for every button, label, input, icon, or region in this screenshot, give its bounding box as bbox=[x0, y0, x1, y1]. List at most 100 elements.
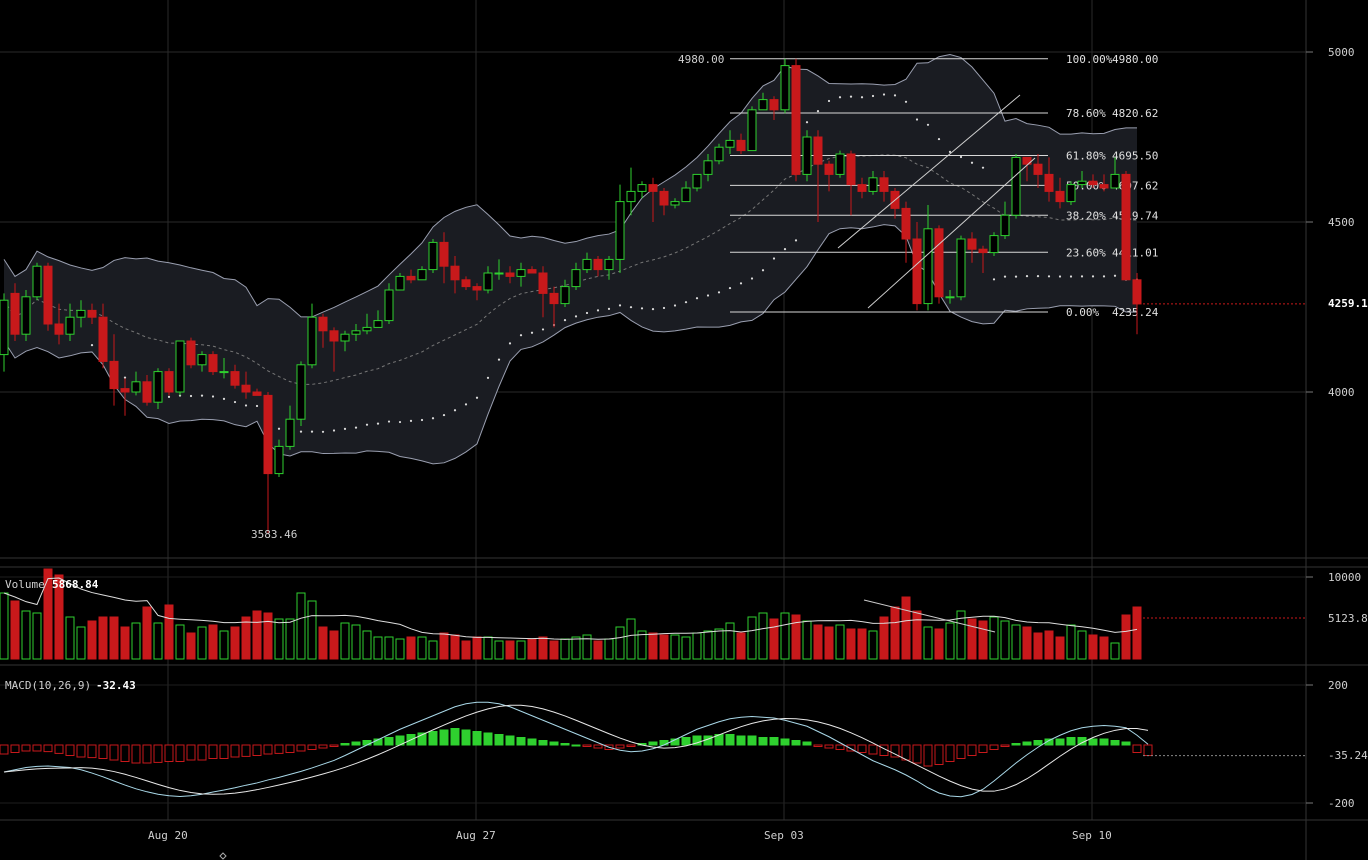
candle-body bbox=[263, 394, 273, 475]
volume-bar bbox=[846, 628, 856, 660]
trendline bbox=[837, 94, 1021, 249]
candle-body bbox=[604, 258, 614, 271]
candle-body bbox=[1033, 163, 1043, 175]
macd-histogram-bar bbox=[1110, 740, 1120, 746]
macd-histogram-bar bbox=[472, 731, 482, 746]
volume-bar bbox=[571, 636, 581, 660]
volume-trendline bbox=[863, 599, 996, 633]
candle-body bbox=[153, 371, 163, 403]
macd-histogram-bar bbox=[516, 737, 526, 746]
macd-histogram-bar bbox=[1055, 738, 1065, 746]
candle-body bbox=[1099, 184, 1109, 189]
macd-histogram-bar bbox=[307, 744, 317, 750]
sar-dot bbox=[970, 161, 974, 164]
candle-body bbox=[824, 163, 834, 175]
candle-body bbox=[527, 269, 537, 274]
candle-body bbox=[483, 272, 493, 291]
sar-dot bbox=[222, 397, 226, 400]
fib-level-price: 4519.74 bbox=[1112, 209, 1159, 222]
price-tick: 4500 bbox=[1328, 216, 1355, 229]
volume-bar bbox=[1077, 630, 1087, 660]
macd-histogram-bar bbox=[494, 734, 504, 746]
candle-body bbox=[472, 286, 482, 291]
macd-histogram-bar bbox=[1033, 740, 1043, 746]
volume-bar bbox=[923, 626, 933, 660]
timeline-marker-icon[interactable] bbox=[219, 852, 227, 860]
macd-histogram-bar bbox=[296, 744, 306, 752]
candle-body bbox=[230, 371, 240, 386]
macd-histogram-bar bbox=[87, 744, 97, 759]
sar-dot bbox=[1025, 275, 1029, 278]
candle-body bbox=[351, 330, 361, 335]
volume-bar bbox=[868, 630, 878, 660]
sar-dot bbox=[508, 342, 512, 345]
volume-bar bbox=[197, 626, 207, 660]
candle-body bbox=[384, 289, 394, 322]
volume-bar bbox=[21, 610, 31, 660]
macd-histogram-bar bbox=[978, 744, 988, 753]
macd-histogram-bar bbox=[142, 744, 152, 764]
candle-body bbox=[54, 323, 64, 335]
macd-histogram-bar bbox=[1022, 741, 1032, 746]
sar-dot bbox=[211, 395, 215, 398]
macd-histogram-bar bbox=[274, 744, 284, 754]
volume-bar bbox=[560, 638, 570, 660]
sar-dot bbox=[1036, 275, 1040, 278]
volume-bar bbox=[758, 612, 768, 660]
volume-bar bbox=[219, 630, 229, 660]
volume-bar bbox=[472, 636, 482, 660]
fibonacci-retracement[interactable]: 100.00% 4980.00 78.60% 4820.62 61.80% 4695.50… bbox=[730, 53, 1159, 319]
candle-body bbox=[1011, 156, 1021, 216]
band-fill bbox=[4, 54, 1137, 464]
macd-histogram-bar bbox=[197, 744, 207, 761]
macd-histogram-bar bbox=[1044, 738, 1054, 746]
volume-bar bbox=[516, 640, 526, 660]
macd-histogram-bar bbox=[692, 735, 702, 746]
volume-bar bbox=[747, 616, 757, 660]
macd-histogram-bar bbox=[109, 744, 119, 761]
candle-body bbox=[560, 286, 570, 305]
macd-histogram-bar bbox=[417, 732, 427, 746]
sar-dot bbox=[497, 358, 501, 361]
volume-bar bbox=[318, 626, 328, 660]
candle-body bbox=[98, 316, 108, 362]
macd-line bbox=[3, 701, 1149, 798]
sar-dot bbox=[530, 331, 534, 334]
candle-body bbox=[362, 326, 372, 332]
sar-dot bbox=[200, 394, 204, 397]
macd-histogram-bar bbox=[1099, 738, 1109, 746]
candle-body bbox=[802, 136, 812, 175]
trendlines[interactable] bbox=[837, 94, 1036, 309]
candle-body bbox=[538, 272, 548, 294]
sar-dot bbox=[783, 247, 787, 251]
volume-bar bbox=[340, 622, 350, 660]
macd-histogram-bar bbox=[230, 744, 240, 758]
macd-histogram-bar bbox=[175, 744, 185, 762]
macd-histogram-bar bbox=[362, 740, 372, 746]
sar-dot bbox=[596, 309, 600, 312]
price-axis[interactable]: 5000 4500 4000 4259.1 bbox=[1306, 46, 1368, 399]
macd-histogram-bar bbox=[813, 744, 823, 747]
volume-bar bbox=[417, 636, 427, 660]
sar-dot bbox=[541, 328, 545, 331]
sar-dot bbox=[1058, 275, 1062, 278]
fib-level-percent: 38.20% bbox=[1066, 209, 1106, 222]
candle-body bbox=[395, 275, 405, 291]
macd-histogram-bar bbox=[98, 744, 108, 759]
volume-bar bbox=[1055, 636, 1065, 660]
candle-body bbox=[1121, 173, 1131, 281]
volume-axis[interactable]: 10000 5123.8 bbox=[1306, 571, 1368, 625]
fib-level-percent: 23.60% bbox=[1066, 246, 1106, 259]
volume-bar bbox=[725, 622, 735, 660]
sar-dot bbox=[486, 376, 490, 379]
macd-histogram-bar bbox=[10, 744, 20, 753]
time-axis[interactable]: Aug 20 Aug 27 Sep 03 Sep 10 bbox=[148, 829, 1112, 842]
candle-body bbox=[571, 269, 581, 288]
candle-body bbox=[593, 258, 603, 271]
volume-bar bbox=[1132, 606, 1142, 660]
candle-body bbox=[274, 445, 284, 475]
macd-axis[interactable]: 200 -200 -35.24 bbox=[1306, 679, 1368, 810]
candle-body bbox=[318, 316, 328, 332]
sar-dot bbox=[992, 278, 996, 281]
